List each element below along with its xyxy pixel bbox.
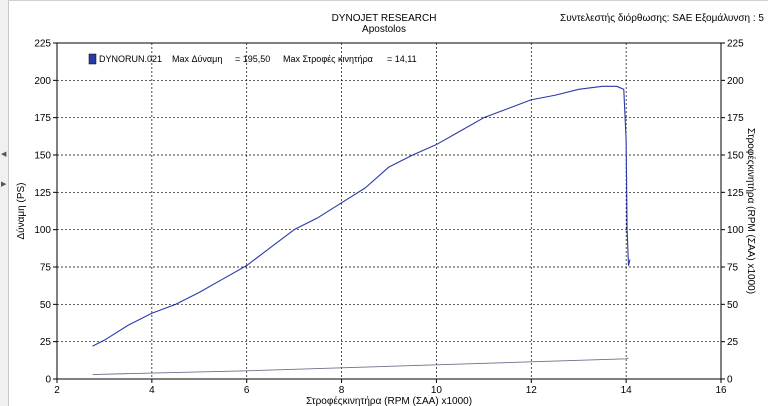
x-tick-label: 2 — [54, 385, 60, 396]
y-tick-label: 0 — [45, 375, 51, 386]
x-tick-label: 14 — [621, 385, 633, 396]
series-line-2 — [92, 357, 629, 375]
plot-frame — [56, 42, 722, 380]
y2-tick-label: 100 — [727, 225, 744, 236]
x-tick-label: 8 — [339, 385, 345, 396]
chart-subtitle: Apostolos — [362, 24, 406, 35]
x-axis-label: Στροφέςκινητήρα (RPM (ΣΑΑ) x1000) — [306, 395, 472, 406]
x-tick-label: 10 — [431, 385, 443, 396]
y-axis-ticks: 0 25 50 75 100 125 150 175 200 225 — [34, 39, 57, 386]
expand-arrow-icon[interactable]: ▶ — [1, 181, 7, 188]
y-tick-label: 125 — [34, 188, 51, 199]
y-tick-label: 50 — [40, 300, 52, 311]
y2-tick-label: 125 — [727, 188, 744, 199]
legend-max-rpm-value: = 14,11 — [387, 54, 417, 64]
y-tick-label: 175 — [34, 113, 51, 124]
y2-axis-ticks: 0 25 50 75 100 125 150 175 200 225 — [721, 39, 744, 386]
y2-axis-label: Στροφέςκινητήρα (RPM (ΣΑΑ) x1000) — [745, 128, 757, 294]
y-tick-label: 100 — [34, 225, 51, 236]
y2-tick-label: 150 — [727, 151, 744, 162]
series-lines — [92, 85, 631, 375]
y-tick-label: 150 — [34, 151, 51, 162]
y-tick-label: 225 — [34, 39, 51, 50]
y-tick-label: 75 — [40, 263, 52, 274]
series-line-1 — [92, 85, 631, 347]
y2-tick-label: 225 — [727, 39, 744, 50]
legend-max-rpm-label: Max Στροφές κινητήρα — [283, 54, 373, 64]
y2-tick-label: 0 — [727, 375, 733, 386]
collapse-arrow-icon[interactable]: ◀ — [1, 151, 7, 158]
y2-tick-label: 50 — [727, 300, 739, 311]
legend-run-name: DYNORUN.021 — [99, 54, 162, 64]
y2-tick-label: 200 — [727, 76, 744, 87]
left-edge-strip: ◀ ▶ — [0, 0, 9, 406]
y-axis-label: Δύναμη (PS) — [15, 182, 27, 239]
x-tick-label: 6 — [244, 385, 250, 396]
x-tick-label: 16 — [715, 385, 727, 396]
x-axis-ticks: 2 4 6 8 10 12 14 16 — [54, 379, 727, 396]
x-tick-label: 12 — [526, 385, 538, 396]
legend: DYNORUN.021 Max Δύναμη = 195,50 Max Στρο… — [88, 53, 417, 65]
y2-tick-label: 175 — [727, 113, 744, 124]
correction-info: Συντελεστής διόρθωσης: SAE Εξομάλυνση : … — [560, 13, 764, 24]
legend-max-power-value: = 195,50 — [235, 54, 270, 64]
legend-swatch — [88, 53, 97, 65]
y2-tick-label: 25 — [727, 337, 739, 348]
chart-title: DYNOJET RESEARCH — [331, 13, 437, 24]
y2-tick-label: 75 — [727, 263, 739, 274]
y-tick-label: 25 — [40, 337, 52, 348]
top-rule — [8, 0, 768, 1]
legend-max-power-label: Max Δύναμη — [172, 54, 222, 64]
x-tick-label: 4 — [149, 385, 155, 396]
grid — [57, 43, 721, 379]
y-tick-label: 200 — [34, 76, 51, 87]
